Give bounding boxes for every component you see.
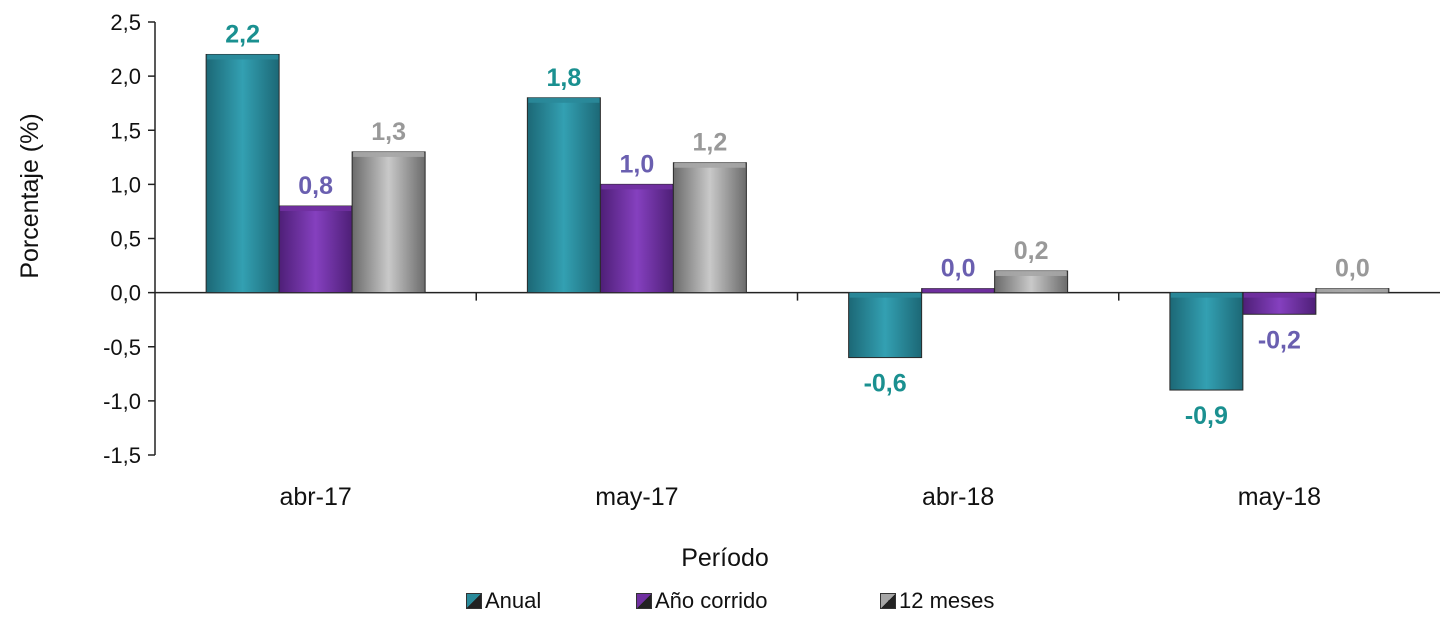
y-tick-label: -1,5 — [103, 443, 141, 468]
bar-bevel — [207, 54, 279, 60]
y-tick-label: 0,5 — [110, 227, 141, 252]
bar-a-o-corrido-may-17 — [599, 183, 674, 294]
y-tick-label: 0,0 — [110, 281, 141, 306]
x-tick-label: abr-17 — [279, 483, 351, 511]
legend-swatch-12-meses — [880, 593, 896, 609]
data-label: 1,2 — [692, 129, 727, 157]
y-tick-label: 1,5 — [110, 118, 141, 143]
y-axis-title: Porcentaje (%) — [16, 113, 44, 278]
data-label: 0,2 — [1014, 237, 1049, 265]
bar-bevel — [353, 151, 425, 157]
data-label: 0,0 — [941, 255, 976, 283]
bar-anual-abr-18 — [848, 292, 923, 359]
bar-bevel — [280, 206, 352, 212]
legend-item-ano-corrido: Año corrido — [636, 588, 768, 614]
x-tick-label: may-18 — [1238, 483, 1321, 511]
legend-item-anual: Anual — [466, 588, 541, 614]
bar-bevel — [528, 97, 600, 103]
bar-a-o-corrido-abr-17 — [278, 205, 353, 294]
y-tick-label: -1,0 — [103, 389, 141, 414]
legend-label-anual: Anual — [485, 588, 542, 613]
y-tick-label: 2,0 — [110, 64, 141, 89]
bar-bevel — [1170, 292, 1242, 298]
x-axis-title: Período — [681, 544, 769, 572]
data-label: 0,8 — [298, 172, 333, 200]
bar-bevel — [1316, 288, 1388, 293]
legend-swatch-anual — [466, 593, 482, 609]
data-label: -0,6 — [864, 370, 907, 398]
bar-bevel — [601, 184, 673, 190]
y-tick-label: 1,0 — [110, 172, 141, 197]
bar-bevel — [674, 162, 746, 168]
bar-bevel — [849, 292, 921, 298]
data-label: 2,2 — [225, 20, 260, 48]
legend-label-12-meses: 12 meses — [899, 588, 995, 613]
bar-anual-may-17 — [526, 97, 601, 294]
bar-anual-abr-17 — [205, 53, 280, 294]
y-tick-label: -0,5 — [103, 335, 141, 360]
legend: Anual Año corrido 12 meses — [0, 588, 1445, 618]
legend-swatch-ano-corrido — [636, 593, 652, 609]
x-tick-label: abr-18 — [922, 483, 994, 511]
data-label: 1,3 — [371, 118, 406, 146]
x-tick-label: may-17 — [595, 483, 678, 511]
bar-anual-may-18 — [1169, 292, 1244, 391]
data-label: -0,9 — [1185, 402, 1228, 430]
legend-item-12-meses: 12 meses — [880, 588, 994, 614]
bar-bevel — [995, 270, 1067, 276]
bar-bevel — [922, 288, 994, 293]
bar-12-meses-may-17 — [672, 162, 747, 294]
bar-12-meses-abr-17 — [351, 151, 426, 294]
data-label: -0,2 — [1258, 326, 1301, 354]
y-tick-label: 2,5 — [110, 10, 141, 35]
data-label: 1,8 — [546, 64, 581, 92]
data-label: 1,0 — [619, 150, 654, 178]
data-label: 0,0 — [1335, 255, 1370, 283]
chart-canvas: 2,5 2,0 1,5 1,0 0,5 0,0 -0,5 -1,0 -1,5 abr-17 may-… — [16, 10, 1440, 572]
bar-bevel — [1243, 292, 1315, 298]
legend-label-ano-corrido: Año corrido — [655, 588, 768, 613]
